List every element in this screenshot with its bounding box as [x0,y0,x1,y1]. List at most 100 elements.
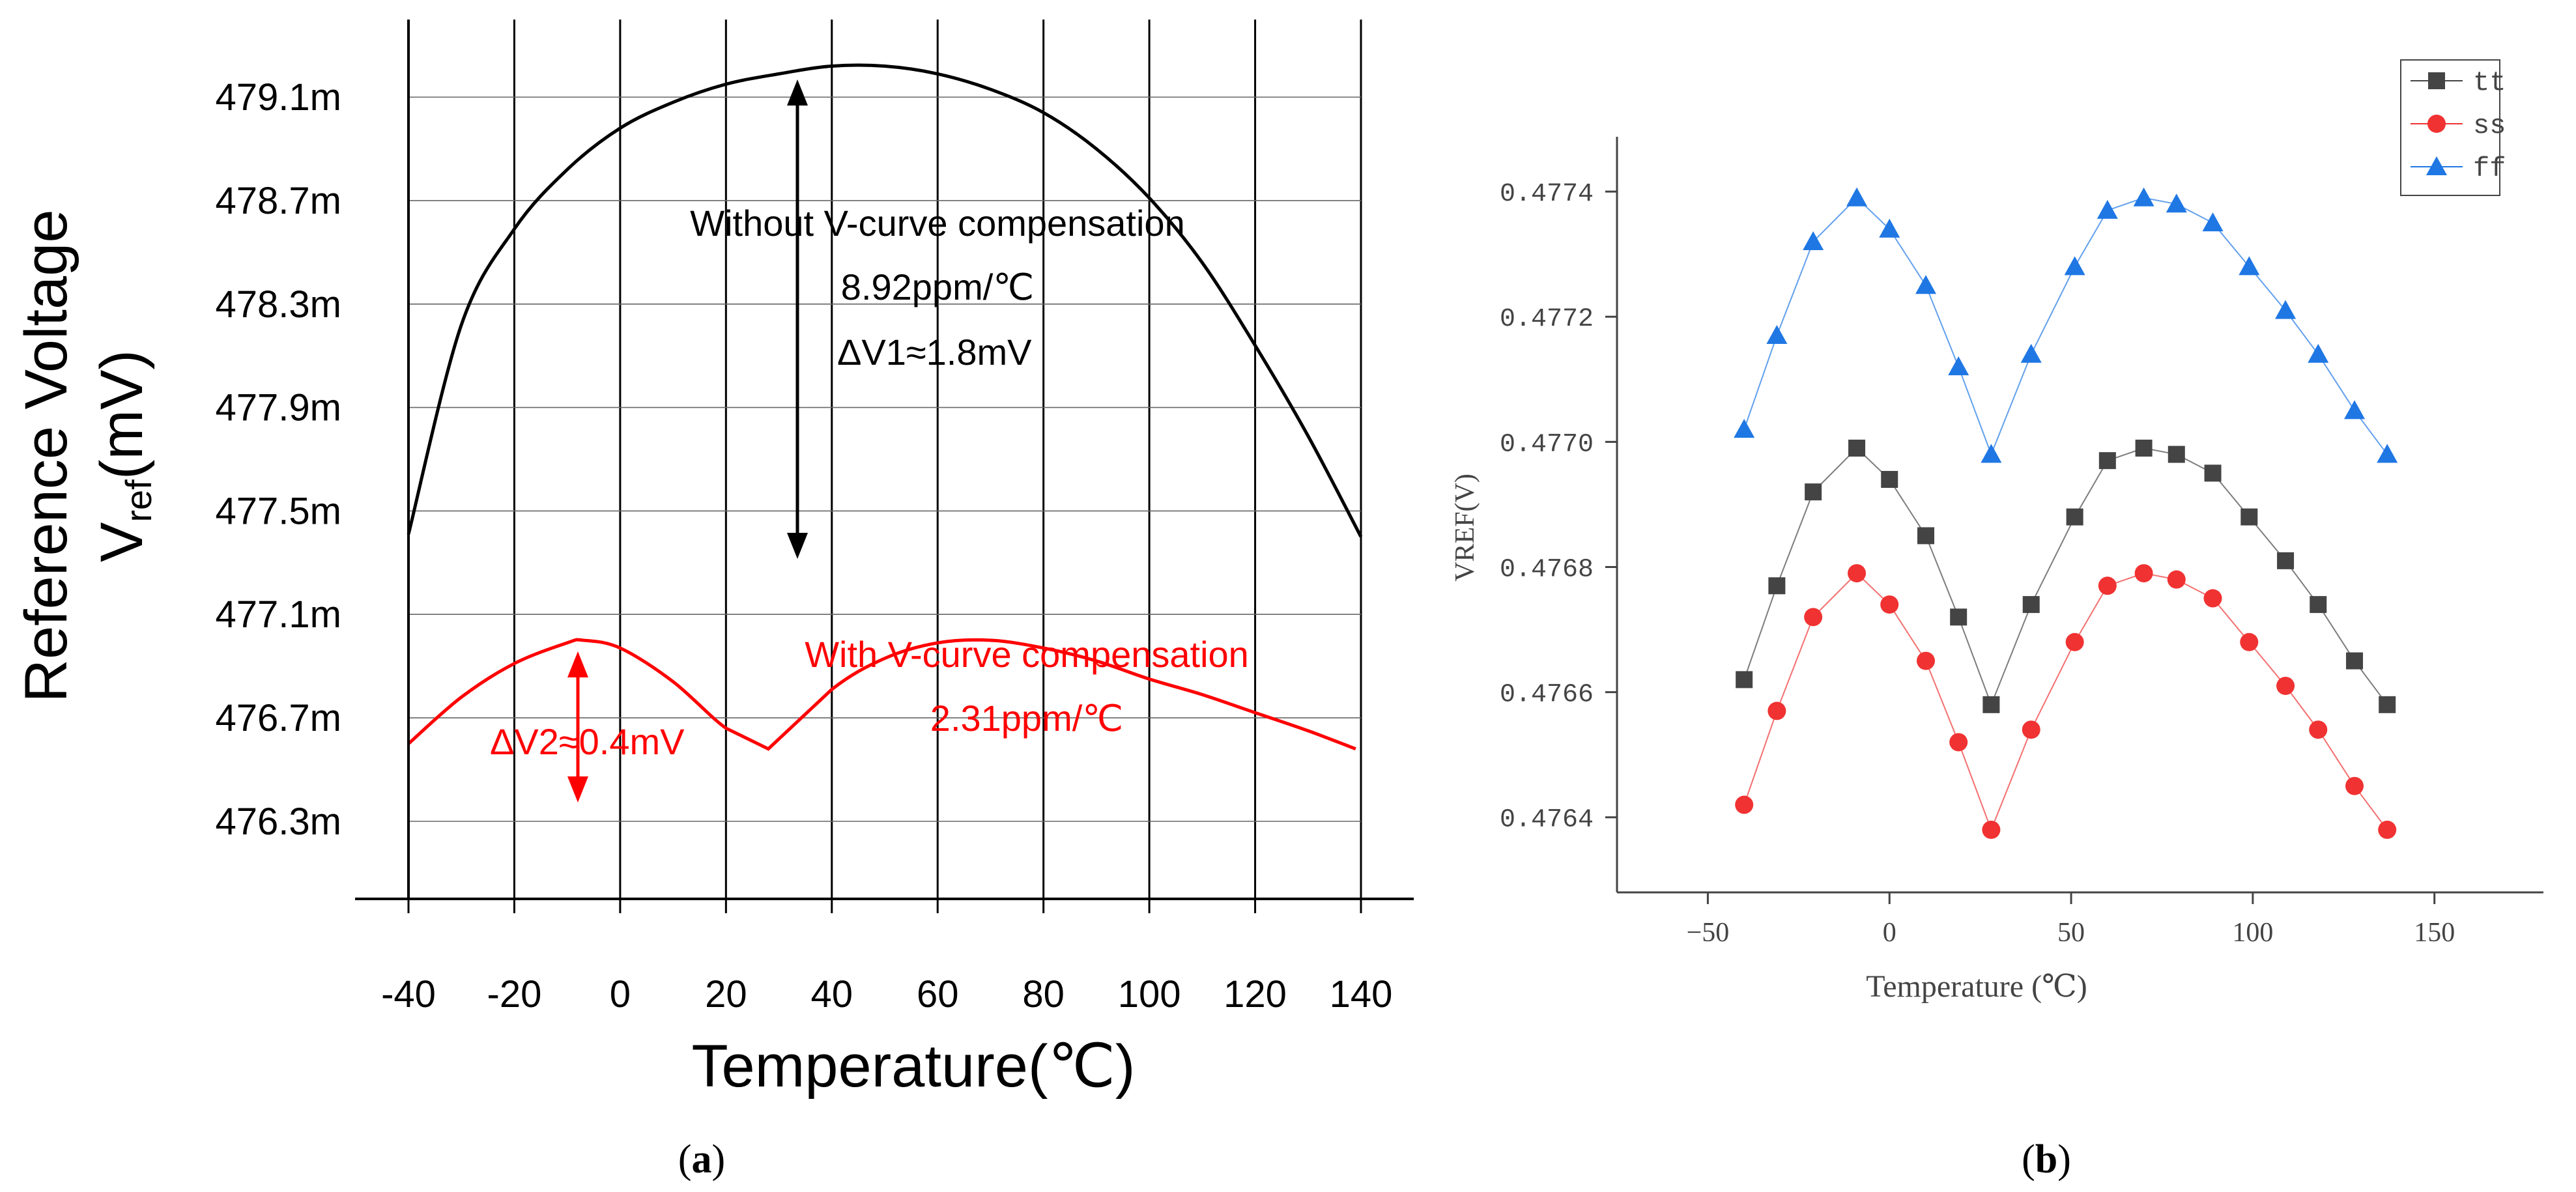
series-tt-point [1768,577,1786,595]
series-ss-point [2022,720,2040,739]
series-ff-point [1734,419,1755,438]
panel-b: −50 0 50 100 150 0.4764 0.4766 0.4768 0.4770 0.47… [1450,59,2543,1182]
series-ff-point [1766,325,1788,345]
series-ss-point [1804,608,1823,627]
panel-a: -40 -20 0 20 40 60 80 100 120 140 476.3m 476.7m 477.… [13,20,1414,1182]
legend-ss-label: ss [2473,110,2506,141]
with-ppm: 2.31ppm/℃ [930,698,1123,739]
a-xtick-label: 40 [811,973,853,1015]
series-tt-point [2204,464,2222,482]
b-xtick-label: 100 [2232,918,2273,948]
b-ytick-label: 0.4768 [1500,555,1594,584]
b-axes [1616,137,2543,894]
delta-v1-arrow [787,79,808,559]
a-xtick-label: 20 [705,973,747,1015]
series-tt-point [2240,508,2258,526]
panel-b-label-group: (b) [2022,1137,2071,1182]
panel-a-label: a [692,1137,712,1182]
b-ylabel: VREF(V) [1450,474,1480,582]
series-ff-point [2064,256,2085,276]
series-tt-point [1848,439,1866,457]
b-series [1734,187,2398,839]
series-ss-point [1917,651,1935,670]
series-tt-point [2168,446,2185,463]
series-ss-point [2167,570,2186,589]
series-ss-point [2276,676,2295,695]
series-ff-point [2377,444,2398,463]
panel-b-label: b [2035,1137,2057,1182]
a-ytick-label: 477.9m [216,387,341,429]
series-with-line [407,638,1356,751]
series-ss-point [1880,595,1899,614]
series-ff-point [1948,356,1969,376]
a-xtick-label: 0 [610,973,631,1015]
series-without-line [407,63,1363,538]
series-ss-point [2203,589,2222,608]
legend-ff-marker [2426,156,2447,175]
series-tt-point [1881,470,1898,488]
a-grid [408,20,1362,899]
series-ss-point [2134,564,2153,583]
a-ylabel-symbol-group: Vref(mV) [89,350,159,562]
delta-v2-arrow [567,651,588,802]
a-ticks: -40 -20 0 20 40 60 80 100 120 140 476.3m 476.7m 477.… [216,76,1393,1015]
series-ss-point [2309,720,2328,739]
b-ytick-label: 0.4770 [1500,430,1594,459]
b-xlabel: Temperature (℃) [1866,969,2087,1004]
series-ff-point [2202,212,2224,232]
series-ff-point [1915,275,1936,294]
legend-ff-label: ff [2473,153,2506,184]
without-title: Without V-curve compensation [690,203,1184,244]
series-tt-point [2277,552,2295,569]
b-ytick-label: 0.4766 [1500,681,1594,710]
series-tt-point [2379,696,2396,713]
legend-box [2400,59,2500,196]
a-xtick-label: -20 [487,973,542,1015]
series-ff-point [2344,400,2366,419]
series-tt-point [1805,483,1822,501]
series-ff-point [2020,343,2042,363]
a-xtick-label: 100 [1118,973,1181,1015]
a-ytick-label: 476.7m [216,697,341,739]
b-xtick-label: 0 [1883,918,1896,948]
delta-v1-label: ΔV1≈1.8mV [837,332,1032,373]
with-title: With V-curve compensation [805,634,1249,675]
b-ticks: −50 0 50 100 150 0.4764 0.4766 0.4768 0.4770 0.47… [1500,180,2455,948]
a-ytick-label: 479.1m [216,76,341,119]
series-ss-point [2378,820,2397,839]
series-tt-point [2066,508,2083,526]
delta-v2-label: ΔV2≈0.4mV [490,721,685,762]
series-ff-line [1743,197,2388,457]
series-ss-point [1767,702,1786,720]
series-ff-point [2239,256,2260,276]
series-tt-point [2310,596,2327,614]
series-ss-point [2065,632,2084,651]
legend: tt ss ff [2400,59,2506,196]
series-ff-point [2133,187,2154,206]
series-ss-point [1982,820,2001,839]
a-ytick-label: 477.1m [216,593,341,636]
series-tt-line [1743,447,2388,707]
a-axes [355,20,1414,900]
series-ff-point [2308,343,2329,363]
a-series [407,63,1363,751]
a-ytick-label: 477.5m [216,490,341,532]
series-tt-point [1736,671,1753,688]
series-tt-point [2098,452,2116,470]
series-ss-point [2240,632,2259,651]
series-tt-point [2135,439,2153,457]
legend-tt-marker [2428,72,2445,89]
series-tt-point [1917,527,1934,545]
a-ytick-label: 478.3m [216,283,341,326]
a-ylabel-unit: (mV) [89,350,155,479]
series-ss-point [2345,776,2364,795]
series-ff-point [2166,193,2187,213]
series-ff-point [1879,218,1900,238]
b-xtick-label: −50 [1687,918,1730,948]
a-xtick-label: -40 [381,973,436,1015]
series-ss-point [1949,733,1968,752]
a-xtick-label: 140 [1330,973,1393,1015]
b-xtick-label: 150 [2414,918,2455,948]
panel-a-label-group: (a) [678,1137,725,1182]
